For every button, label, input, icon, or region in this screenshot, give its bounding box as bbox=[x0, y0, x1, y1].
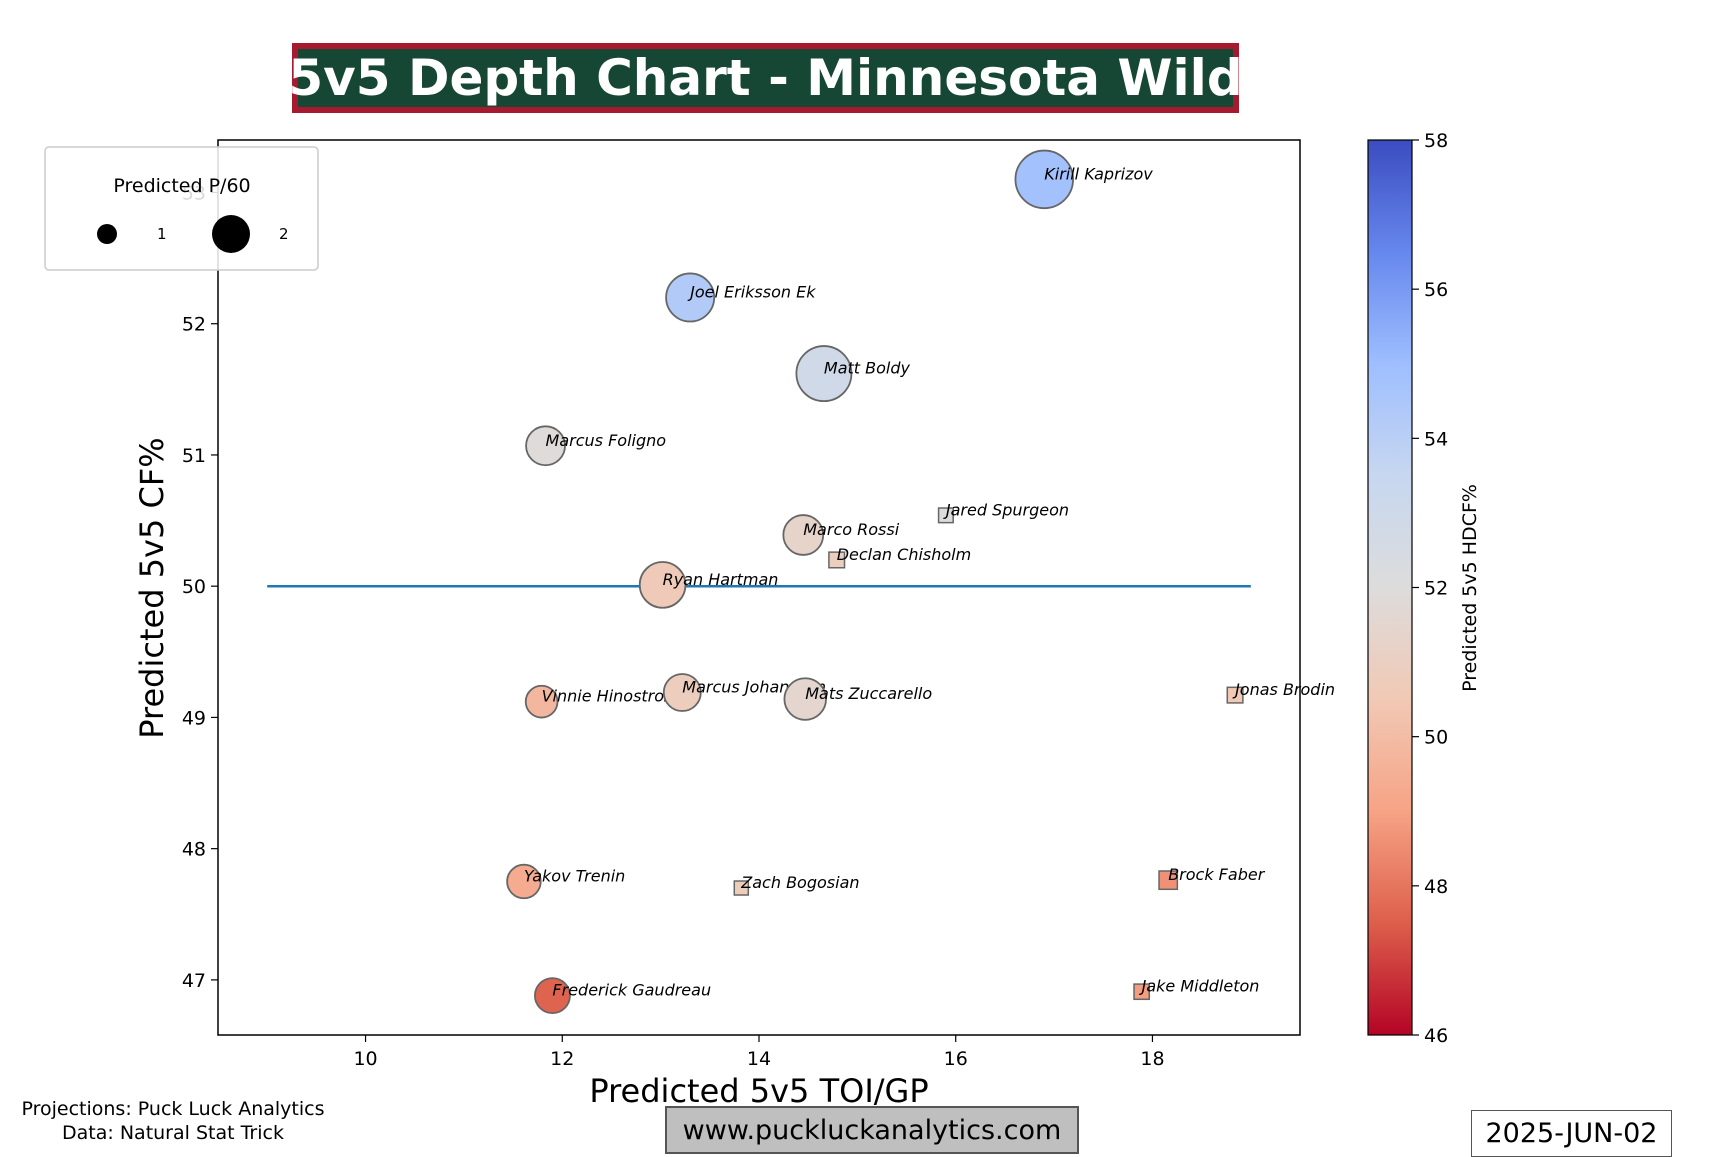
y-tick-label: 47 bbox=[182, 970, 206, 992]
x-tick-label: 16 bbox=[944, 1048, 968, 1070]
website-link[interactable]: www.puckluckanalytics.com bbox=[665, 1106, 1079, 1154]
player-point[interactable] bbox=[534, 977, 571, 1015]
player-label: Brock Faber bbox=[1168, 865, 1266, 884]
data-credit: Data: Natural Stat Trick bbox=[62, 1122, 284, 1144]
x-axis-title: Predicted 5v5 TOI/GP bbox=[589, 1072, 928, 1110]
player-label: Declan Chisholm bbox=[837, 545, 972, 564]
y-tick-label: 52 bbox=[182, 314, 206, 336]
legend-frame bbox=[44, 146, 319, 271]
player-label: Marco Rossi bbox=[803, 520, 899, 539]
y-tick-label: 50 bbox=[182, 576, 206, 598]
player-label: Kirill Kaprizov bbox=[1044, 164, 1153, 183]
player-point[interactable] bbox=[524, 684, 559, 719]
player-point[interactable] bbox=[665, 272, 716, 323]
player-point[interactable] bbox=[795, 345, 853, 403]
colorbar-tick-label: 48 bbox=[1424, 876, 1448, 898]
colorbar-tick-label: 46 bbox=[1424, 1025, 1448, 1047]
x-tick-label: 18 bbox=[1140, 1048, 1164, 1070]
projections-credit: Projections: Puck Luck Analytics bbox=[21, 1098, 325, 1120]
legend-label-large: 2 bbox=[279, 225, 289, 243]
chart-title: 5v5 Depth Chart - Minnesota Wild bbox=[288, 43, 1243, 113]
player-point[interactable] bbox=[1014, 149, 1074, 210]
x-tick-label: 12 bbox=[550, 1048, 574, 1070]
player-label: Frederick Gaudreau bbox=[552, 981, 711, 1000]
player-label: Mats Zuccarello bbox=[805, 684, 932, 703]
credits: Projections: Puck Luck Analytics Data: N… bbox=[8, 1097, 338, 1145]
y-axis-title: Predicted 5v5 CF% bbox=[133, 437, 171, 738]
player-point[interactable] bbox=[783, 677, 827, 721]
player-label: Jake Middleton bbox=[1139, 977, 1260, 996]
player-label: Matt Boldy bbox=[824, 359, 911, 378]
legend-marker-large bbox=[212, 215, 250, 253]
player-point[interactable] bbox=[506, 863, 542, 900]
player-point[interactable] bbox=[1133, 983, 1150, 1001]
legend-label-small: 1 bbox=[157, 225, 167, 243]
colorbar-tick-label: 50 bbox=[1424, 727, 1448, 749]
player-point[interactable] bbox=[733, 880, 750, 896]
player-point[interactable] bbox=[1226, 686, 1244, 704]
player-point[interactable] bbox=[782, 514, 825, 556]
player-point[interactable] bbox=[525, 425, 566, 467]
legend-title: Predicted P/60 bbox=[113, 175, 250, 197]
player-label: Joel Eriksson Ek bbox=[687, 282, 816, 301]
colorbar-tick-label: 58 bbox=[1424, 130, 1448, 152]
colorbar-tick-label: 56 bbox=[1424, 279, 1448, 301]
colorbar-gradient bbox=[1367, 139, 1413, 1036]
player-point[interactable] bbox=[937, 507, 954, 524]
x-tick-label: 10 bbox=[353, 1048, 377, 1070]
player-point[interactable] bbox=[828, 551, 846, 569]
player-label: Marcus Foligno bbox=[546, 431, 667, 450]
player-point[interactable] bbox=[638, 561, 687, 609]
player-point[interactable] bbox=[662, 673, 702, 712]
player-label: Yakov Trenin bbox=[524, 866, 625, 885]
colorbar-title: Predicted 5v5 HDCF% bbox=[1459, 484, 1481, 692]
legend-marker-small bbox=[97, 224, 117, 244]
colorbar-tick-label: 54 bbox=[1424, 428, 1448, 450]
player-label: Jonas Brodin bbox=[1232, 680, 1335, 699]
player-label: Zach Bogosian bbox=[740, 873, 859, 892]
x-tick-label: 14 bbox=[747, 1048, 771, 1070]
colorbar: 46 48 50 52 54 56 58 Predicted 5v5 HDCF% bbox=[1367, 130, 1481, 1047]
size-legend: Predicted P/60 1 2 bbox=[44, 146, 319, 271]
y-tick-label: 51 bbox=[182, 445, 206, 467]
player-label: Jared Spurgeon bbox=[943, 500, 1069, 519]
colorbar-tick-label: 52 bbox=[1424, 578, 1448, 600]
player-label: Ryan Hartman bbox=[663, 570, 779, 589]
player-point[interactable] bbox=[1158, 870, 1179, 891]
date-stamp: 2025-JUN-02 bbox=[1471, 1110, 1672, 1157]
y-tick-label: 49 bbox=[182, 707, 206, 729]
player-label: Vinnie Hinostroza bbox=[542, 687, 683, 706]
y-tick-label: 48 bbox=[182, 839, 206, 861]
